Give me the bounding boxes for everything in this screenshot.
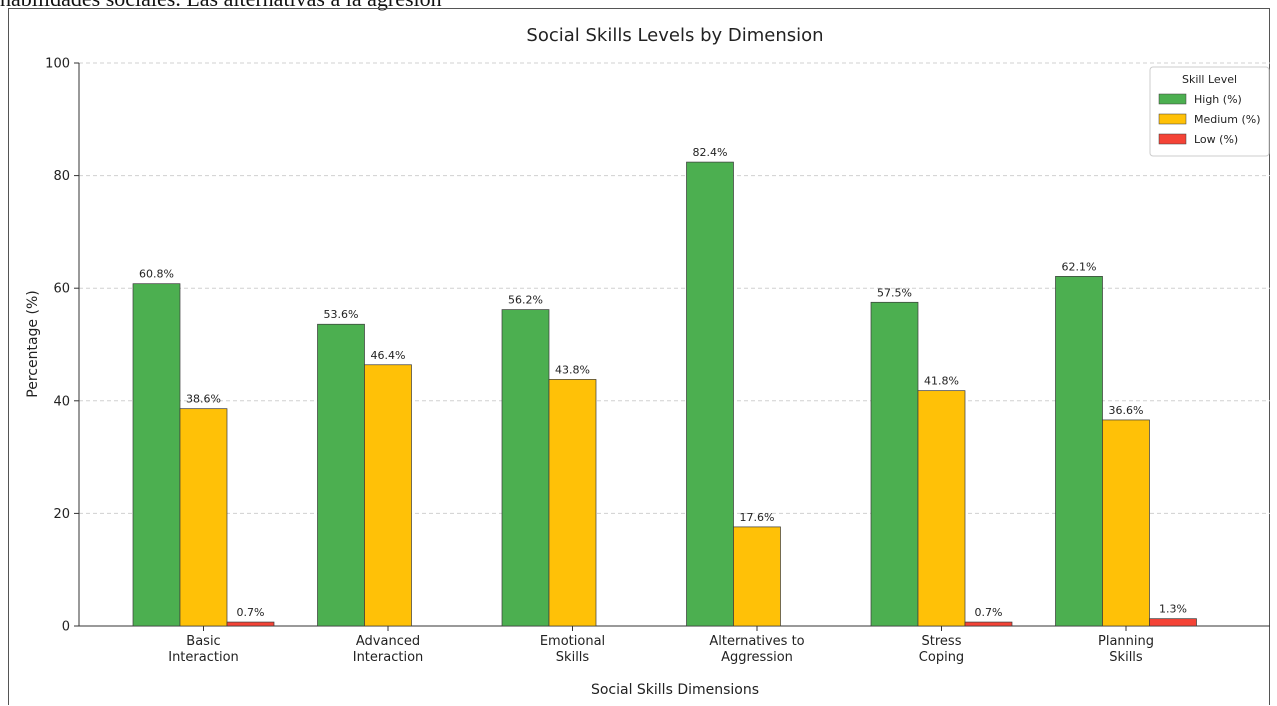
bar <box>501 309 550 627</box>
bar <box>686 161 734 627</box>
data-label: 0.7% <box>237 606 265 619</box>
data-label: 57.5% <box>877 286 912 299</box>
legend-label: Medium (%) <box>1194 113 1261 126</box>
legend-swatch <box>1158 93 1187 105</box>
legend-title: Skill Level <box>1182 73 1237 86</box>
data-label: 41.8% <box>924 375 959 388</box>
data-label: 36.6% <box>1109 404 1144 417</box>
x-tick-label: Advanced <box>356 634 420 649</box>
x-tick-label: Aggression <box>721 650 793 665</box>
bar <box>964 621 1013 627</box>
bar <box>317 323 365 627</box>
x-tick-label: Stress <box>922 634 962 649</box>
bar <box>733 526 781 627</box>
data-label: 60.8% <box>139 268 174 281</box>
legend-swatch <box>1158 133 1187 145</box>
bar <box>917 390 966 627</box>
y-tick-label: 40 <box>53 394 70 409</box>
chart-frame <box>8 8 1270 705</box>
data-label: 56.2% <box>508 294 543 307</box>
data-label: 82.4% <box>693 146 728 159</box>
bar <box>364 364 412 627</box>
bar <box>226 621 275 627</box>
y-tick-label: 100 <box>45 57 70 72</box>
data-label: 53.6% <box>324 308 359 321</box>
page-header-fragment: habilidades sociales. Las alternativas a… <box>0 0 1277 12</box>
bar <box>870 301 919 627</box>
chart-title: Social Skills Levels by Dimension <box>526 25 823 46</box>
data-label: 0.7% <box>975 606 1003 619</box>
x-tick-label: Coping <box>919 650 964 665</box>
x-tick-label: Interaction <box>168 650 239 665</box>
y-tick-label: 20 <box>53 507 70 522</box>
bar <box>179 408 228 627</box>
y-axis-label: Percentage (%) <box>25 290 41 397</box>
x-tick-label: Planning <box>1098 634 1154 649</box>
y-tick-label: 80 <box>53 169 70 184</box>
y-tick-label: 60 <box>53 282 70 297</box>
x-axis-label: Social Skills Dimensions <box>591 682 759 698</box>
bar <box>1149 618 1197 627</box>
data-label: 17.6% <box>740 511 775 524</box>
x-tick-label: Interaction <box>353 650 424 665</box>
x-tick-label: Skills <box>556 650 590 665</box>
x-tick-label: Alternatives to <box>709 634 804 649</box>
bar <box>132 283 181 627</box>
data-label: 38.6% <box>186 393 221 406</box>
y-tick-label: 0 <box>62 620 70 635</box>
bar <box>1055 276 1103 627</box>
x-tick-label: Emotional <box>540 634 605 649</box>
x-tick-label: Skills <box>1109 650 1143 665</box>
data-label: 46.4% <box>371 349 406 362</box>
legend-swatch <box>1158 113 1187 125</box>
bar <box>548 379 597 627</box>
bar <box>1102 419 1150 627</box>
x-tick-label: Basic <box>186 634 220 649</box>
legend-label: High (%) <box>1194 93 1242 106</box>
legend-label: Low (%) <box>1194 133 1238 146</box>
data-label: 62.1% <box>1062 260 1097 273</box>
data-label: 1.3% <box>1159 603 1187 616</box>
data-label: 43.8% <box>555 363 590 376</box>
